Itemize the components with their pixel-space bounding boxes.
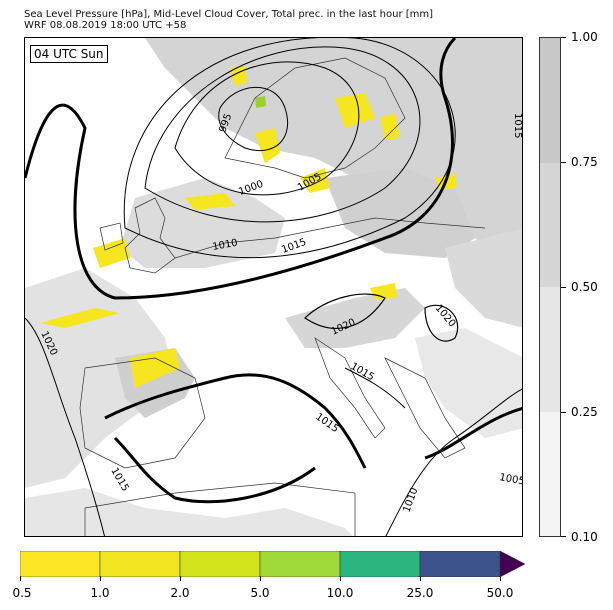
precip-colorbar-segment-2 xyxy=(99,551,181,577)
isobar-label-1010-north: 1010 xyxy=(212,238,239,253)
cloud-colorbar-segment-1 xyxy=(540,38,560,163)
precip-alps xyxy=(370,283,397,300)
coast-uk xyxy=(124,197,176,274)
precip-norway-coast xyxy=(255,128,280,163)
precip-colorbar-segment-1 xyxy=(20,551,101,577)
isobar-label-1015-edge: 1015 xyxy=(512,113,523,138)
isobar-label-1015-spain: 1015 xyxy=(108,466,130,494)
cloud-colorbar-segment-2 xyxy=(540,162,560,287)
isobar-layer xyxy=(25,38,522,536)
precip-tick-mark xyxy=(500,576,501,581)
coast-africa xyxy=(84,482,356,536)
isobar-line-1020-east xyxy=(424,304,459,342)
precip-tick-mark xyxy=(100,576,101,581)
coast-europe-north xyxy=(174,217,486,259)
isobar-label-1005-southeast: 1005 xyxy=(498,472,523,487)
precip-tick-label: 25.0 xyxy=(406,586,434,600)
coast-iberia xyxy=(79,357,206,469)
cloud-tick-mark xyxy=(561,412,566,413)
cloud-tick-label: 0.25 xyxy=(571,405,598,419)
precip-tick-mark xyxy=(420,576,421,581)
cloud-colorbar-segment-3 xyxy=(540,287,560,412)
cloud-tick-label: 1.00 xyxy=(571,30,598,44)
cloud-area-north-sea xyxy=(120,178,285,268)
isobar-line-1020-alps xyxy=(304,293,386,329)
precip-green-patch xyxy=(255,96,266,108)
map-canvas: 995 1000 1005 1010 1015 1020 1020 1020 1… xyxy=(25,38,523,536)
precip-finland xyxy=(380,113,400,140)
cloud-tick-mark xyxy=(561,287,566,288)
cloud-area-baltic xyxy=(325,168,475,258)
precip-iberia xyxy=(130,348,180,388)
cloud-cover-colorbar xyxy=(539,37,561,537)
coast-scandinavia xyxy=(224,57,406,179)
figure-subtitle: WRF 08.08.2019 18:00 UTC +58 xyxy=(24,20,187,31)
isobar-line-1015-south xyxy=(104,373,367,469)
isobar-line-1005 xyxy=(144,46,421,223)
map-panel: 995 1000 1005 1010 1015 1020 1020 1020 1… xyxy=(24,37,523,537)
precip-colorbar-segment-4 xyxy=(259,551,341,577)
coast-italy xyxy=(314,337,386,439)
cloud-tick-label: 0.10 xyxy=(571,530,598,544)
precip-tick-label: 5.0 xyxy=(250,586,270,600)
cloud-colorbar-segment-4 xyxy=(540,411,560,536)
precip-colorbar-segment-3 xyxy=(179,551,261,577)
cloud-tick-mark xyxy=(561,37,566,38)
isobar-line-1015-southeast xyxy=(424,407,522,460)
valid-time-label: 04 UTC Sun xyxy=(30,45,108,63)
precip-tick-mark xyxy=(20,576,21,581)
coast-balkans xyxy=(384,357,466,459)
precip-tick-label: 1.0 xyxy=(90,586,110,600)
precip-tick-mark xyxy=(260,576,261,581)
precip-sweden xyxy=(335,93,375,128)
cloud-area-north-africa xyxy=(25,488,353,536)
precip-tick-label: 2.0 xyxy=(170,586,190,600)
isobar-line-1015-main xyxy=(25,38,457,300)
isobar-label-1010-south: 1010 xyxy=(401,486,420,514)
cloud-tick-label: 0.50 xyxy=(571,280,598,294)
coastline-layer xyxy=(79,57,486,536)
precip-tick-mark xyxy=(340,576,341,581)
precipitation-colorbar xyxy=(20,551,526,577)
precip-tick-label: 10.0 xyxy=(326,586,354,600)
isobar-line-1020-west xyxy=(25,317,106,536)
cloud-area-east xyxy=(445,228,522,328)
isobar-line-1010 xyxy=(123,38,456,259)
isobar-line-1000 xyxy=(174,61,360,196)
precip-colorbar-extend-arrow xyxy=(499,551,526,577)
precip-uk xyxy=(93,238,130,268)
isobar-line-995 xyxy=(218,86,289,152)
precip-north-sea xyxy=(185,193,235,210)
cloud-tick-mark xyxy=(561,536,566,537)
isobar-line-1015-spain xyxy=(113,436,316,504)
isobar-line-1015-italy xyxy=(344,367,406,409)
precip-colorbar-segment-5 xyxy=(339,551,421,577)
cloud-tick-label: 0.75 xyxy=(571,155,598,169)
isobar-line-1010-south xyxy=(385,388,522,536)
isobar-label-1015-italy: 1015 xyxy=(349,361,377,383)
isobar-label-1015-adriatic: 1015 xyxy=(313,411,340,435)
precip-tick-label: 50.0 xyxy=(486,586,514,600)
cloud-tick-mark xyxy=(561,162,566,163)
precip-tick-label: 0.5 xyxy=(12,586,32,600)
precip-colorbar-segment-6 xyxy=(419,551,501,577)
cloud-area-balkans xyxy=(415,328,522,438)
isobar-label-1020-east: 1020 xyxy=(433,303,458,330)
precip-atlantic-band xyxy=(40,308,120,328)
coast-ireland xyxy=(99,222,124,251)
precip-tick-mark xyxy=(180,576,181,581)
cloud-area-alps xyxy=(285,288,425,348)
figure-title: Sea Level Pressure [hPa], Mid-Level Clou… xyxy=(24,9,434,20)
